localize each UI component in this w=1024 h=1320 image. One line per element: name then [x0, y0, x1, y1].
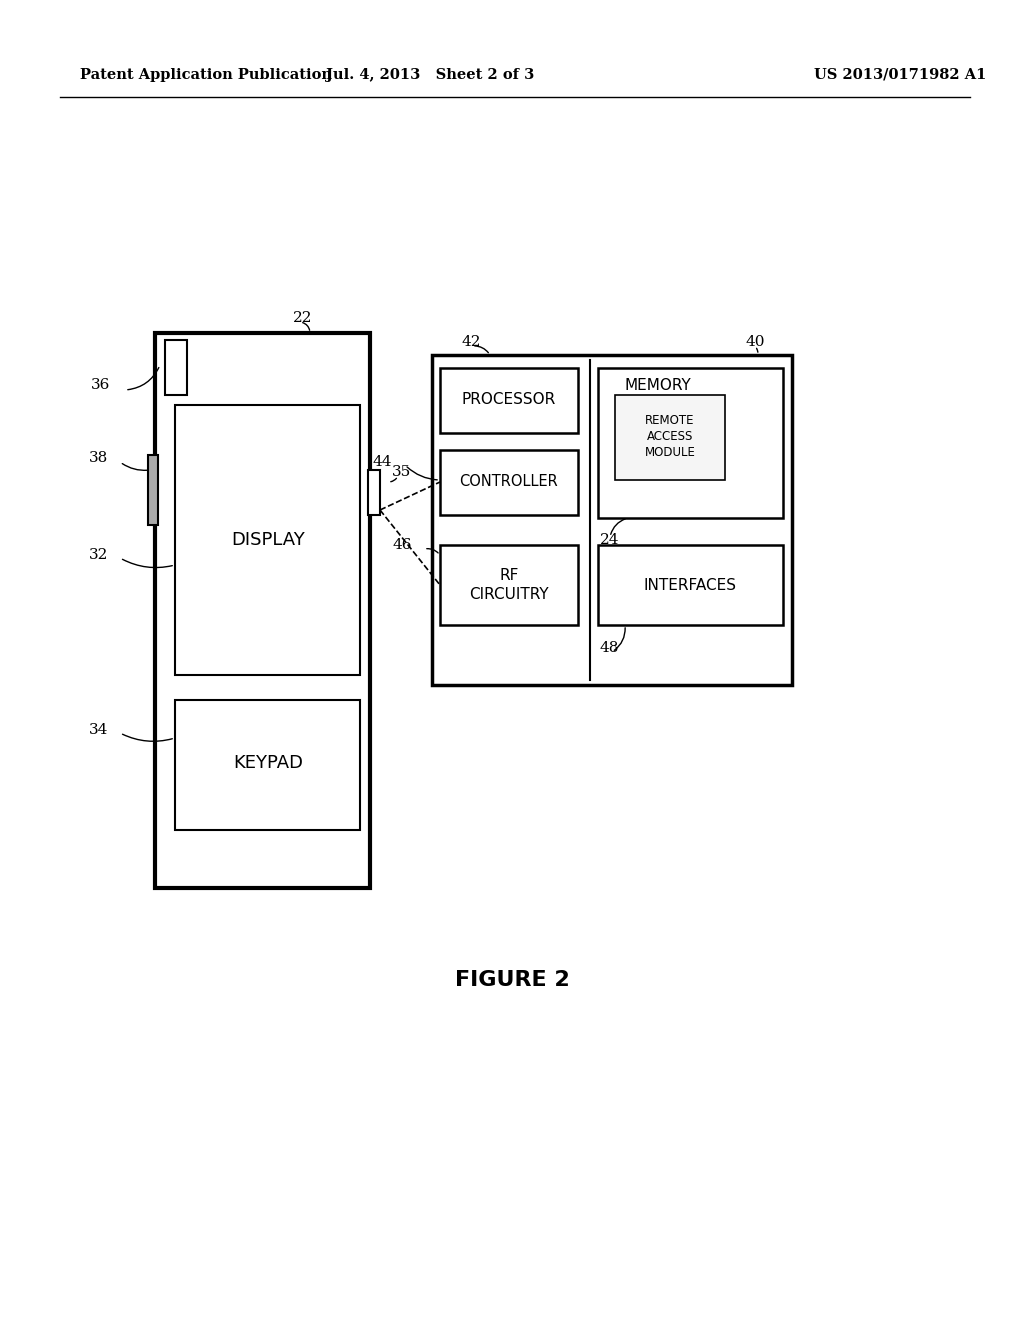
Text: Patent Application Publication: Patent Application Publication — [80, 69, 332, 82]
Bar — [148, 455, 158, 525]
Bar — [440, 368, 578, 433]
Text: 22: 22 — [293, 312, 312, 325]
Text: 38: 38 — [89, 451, 108, 465]
Text: MEMORY: MEMORY — [625, 379, 691, 393]
Text: 46: 46 — [392, 539, 412, 552]
Text: US 2013/0171982 A1: US 2013/0171982 A1 — [814, 69, 986, 82]
Text: 36: 36 — [91, 378, 110, 392]
Bar — [440, 450, 578, 515]
Text: RF
CIRCUITRY: RF CIRCUITRY — [469, 568, 549, 602]
Bar — [615, 395, 725, 480]
Text: 42: 42 — [462, 335, 481, 348]
Bar — [155, 333, 370, 888]
Bar — [598, 545, 783, 624]
Text: REMOTE
ACCESS
MODULE: REMOTE ACCESS MODULE — [644, 414, 695, 459]
Text: FIGURE 2: FIGURE 2 — [455, 970, 569, 990]
Bar — [598, 368, 783, 517]
Text: INTERFACES: INTERFACES — [643, 578, 736, 593]
Bar — [368, 470, 380, 515]
Text: Jul. 4, 2013   Sheet 2 of 3: Jul. 4, 2013 Sheet 2 of 3 — [326, 69, 535, 82]
Text: CONTROLLER: CONTROLLER — [460, 474, 558, 490]
Bar — [165, 341, 187, 395]
Text: 24: 24 — [600, 533, 620, 546]
Text: 44: 44 — [373, 455, 392, 469]
Text: KEYPAD: KEYPAD — [233, 754, 303, 772]
Bar — [440, 545, 578, 624]
Bar — [175, 405, 360, 675]
Bar — [175, 700, 360, 830]
Text: 34: 34 — [89, 723, 108, 737]
Text: 40: 40 — [745, 335, 765, 348]
Text: 35: 35 — [392, 465, 412, 479]
Text: 32: 32 — [89, 548, 108, 562]
Text: PROCESSOR: PROCESSOR — [462, 392, 556, 408]
Text: DISPLAY: DISPLAY — [231, 531, 305, 549]
Bar — [432, 355, 792, 685]
Text: 48: 48 — [600, 642, 620, 655]
